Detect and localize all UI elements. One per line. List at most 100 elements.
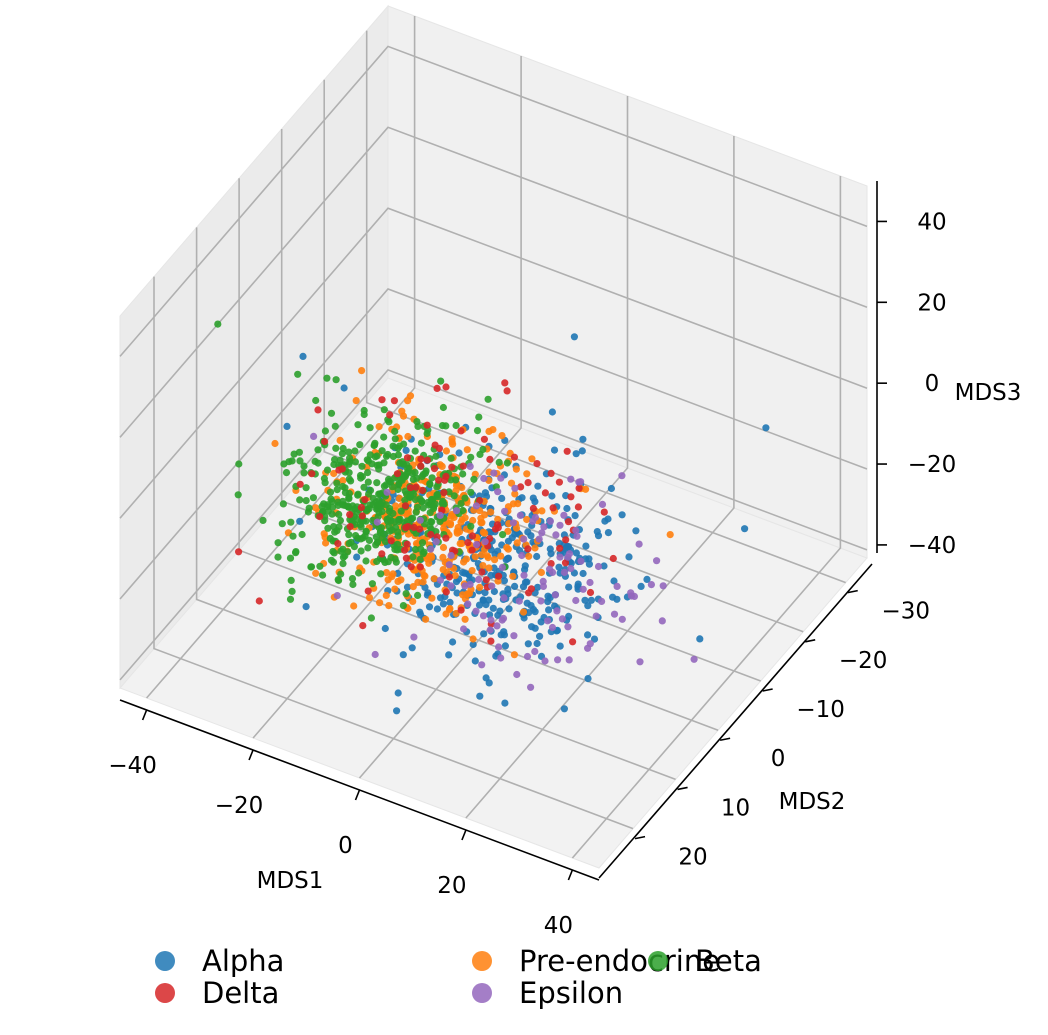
data-point — [403, 583, 412, 591]
data-point — [445, 561, 453, 569]
y-tick-label: −20 — [839, 648, 888, 674]
x-tick-label: 40 — [544, 913, 573, 939]
data-point — [416, 563, 424, 571]
data-point — [451, 572, 459, 580]
data-point — [574, 503, 583, 511]
data-point — [610, 610, 619, 618]
data-point — [379, 555, 387, 564]
data-point — [378, 447, 386, 455]
data-point — [435, 476, 443, 484]
data-point — [321, 427, 329, 435]
legend-entry: Pre-endocrine — [472, 944, 720, 978]
data-point — [296, 457, 304, 465]
data-point — [534, 482, 542, 490]
data-point — [362, 557, 370, 565]
data-point — [524, 640, 532, 648]
data-point — [286, 595, 295, 603]
data-point — [511, 484, 519, 492]
data-point — [309, 494, 317, 502]
data-point — [459, 569, 467, 577]
data-point — [572, 526, 580, 535]
data-point — [399, 412, 408, 420]
data-point — [384, 450, 392, 459]
data-point — [447, 582, 455, 590]
data-point — [500, 628, 508, 636]
data-point — [296, 517, 304, 525]
data-point — [498, 494, 506, 502]
data-point — [486, 626, 494, 634]
data-point — [531, 513, 540, 522]
legend-marker — [472, 951, 492, 971]
data-point — [407, 563, 415, 571]
data-point — [500, 594, 508, 602]
data-point — [452, 507, 461, 515]
data-point — [437, 377, 445, 385]
data-point — [529, 494, 537, 502]
data-point — [459, 506, 467, 515]
data-point — [513, 539, 521, 547]
data-point — [401, 546, 409, 554]
data-point — [567, 564, 575, 573]
data-point — [235, 548, 243, 556]
data-point — [380, 433, 388, 441]
data-point — [428, 594, 436, 602]
data-point — [393, 707, 401, 715]
data-point — [384, 576, 392, 584]
data-point — [365, 536, 373, 545]
data-point — [497, 654, 505, 662]
data-point — [627, 592, 636, 600]
data-point — [544, 617, 552, 625]
data-point — [461, 494, 469, 502]
data-point — [659, 582, 667, 590]
data-point — [527, 532, 535, 540]
data-point — [335, 466, 343, 474]
y-tick-mark — [677, 786, 688, 791]
data-point — [385, 418, 393, 426]
data-point — [328, 510, 336, 518]
data-point — [351, 447, 359, 455]
data-point — [499, 531, 507, 539]
data-point — [399, 651, 407, 659]
data-point — [498, 563, 506, 572]
data-point — [472, 502, 480, 510]
data-point — [552, 531, 560, 539]
data-point — [598, 597, 606, 606]
data-point — [366, 424, 374, 432]
data-point — [479, 612, 488, 620]
data-point — [457, 606, 465, 614]
data-point — [457, 500, 465, 508]
data-point — [278, 520, 286, 528]
data-point — [308, 470, 316, 478]
data-point — [402, 590, 410, 598]
data-point — [354, 490, 362, 498]
data-point — [399, 602, 407, 610]
data-point — [214, 320, 222, 328]
data-point — [393, 470, 402, 478]
data-point — [578, 447, 586, 455]
data-point — [298, 530, 306, 539]
data-point — [439, 566, 447, 574]
data-point — [300, 469, 308, 477]
z-tick-label: 0 — [925, 371, 940, 397]
data-point — [433, 490, 442, 498]
axis-tick-labels: −40 −20 0 20 40 −30 −20 −10 0 10 20 −40 −20 0 20 40 — [108, 209, 956, 939]
data-point — [524, 545, 532, 553]
data-point — [329, 503, 337, 511]
data-point — [457, 427, 465, 435]
data-point — [570, 333, 579, 341]
data-point — [287, 576, 295, 585]
data-point — [533, 639, 541, 648]
data-point — [520, 571, 528, 579]
y-tick-label: 10 — [721, 795, 750, 821]
data-point — [475, 413, 483, 421]
data-point — [373, 452, 381, 460]
data-point — [314, 446, 322, 454]
data-point — [471, 553, 479, 561]
x-tick-label: 0 — [338, 833, 353, 859]
data-point — [279, 500, 287, 508]
data-point — [452, 482, 461, 490]
data-point — [394, 532, 402, 540]
data-point — [445, 573, 453, 581]
data-point — [300, 462, 308, 470]
data-point — [565, 583, 573, 591]
